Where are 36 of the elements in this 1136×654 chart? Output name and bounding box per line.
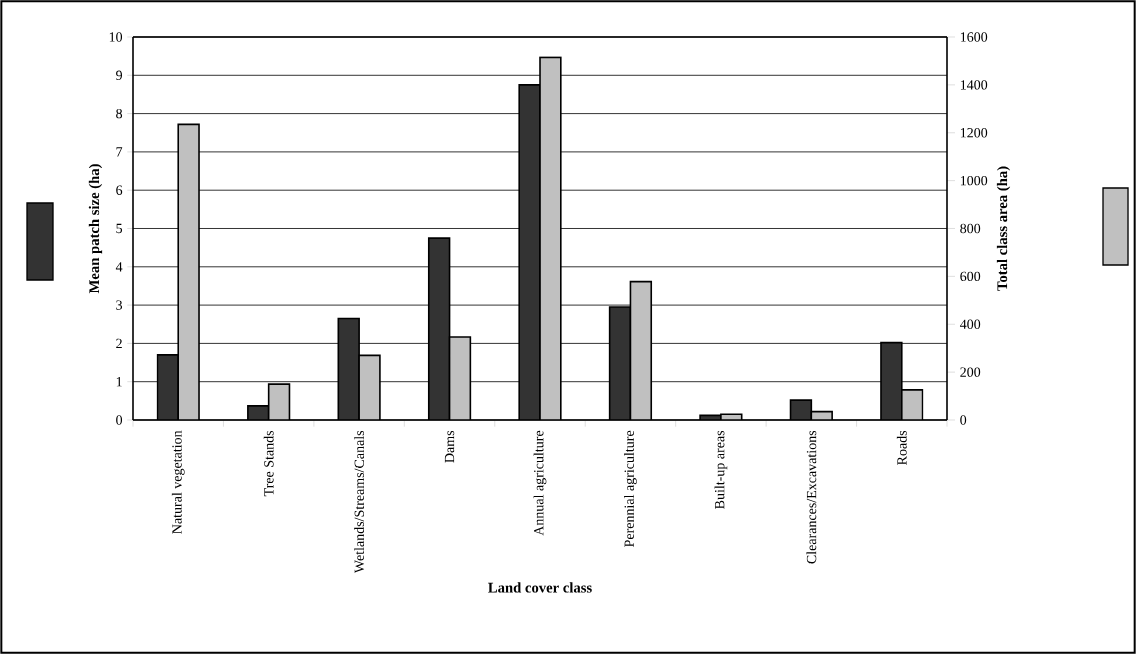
y2-tick-label: 200 [960, 367, 981, 377]
y-tick-label: 8 [116, 108, 123, 119]
x-tick-label: Wetlands/Streams/Canals [354, 430, 365, 574]
y2-tick-label: 0 [960, 415, 967, 425]
x-tick-label: Built-up areas [714, 430, 728, 509]
bar [268, 384, 290, 420]
y-tick-label: 2 [116, 338, 122, 349]
x-tick-label: Roads [896, 430, 907, 466]
y-tick-label: 4 [115, 262, 123, 272]
y2-tick-label: 1400 [960, 80, 988, 90]
x-axis-title: Land cover class [488, 582, 592, 593]
bar [880, 341, 903, 420]
y2-axis-title: Total class area (ha) [996, 166, 1011, 291]
y2-tick-label: 600 [960, 271, 981, 282]
y2-tick-label: 800 [960, 223, 981, 234]
y-tick-label: 10 [109, 32, 123, 42]
y2-tick-label: 400 [959, 319, 981, 329]
y-tick-label: 1 [116, 377, 122, 387]
y2-tick-label: 1200 [960, 128, 988, 138]
y-tick-label: 0 [116, 415, 123, 425]
y2-tick-label: 1600 [960, 32, 988, 42]
x-tick-label: Tree Stands [263, 430, 274, 497]
x-tick-label: Natural vegetation [171, 430, 185, 534]
x-tick-label: Perennial agriculture [624, 430, 637, 548]
y2-tick-label: 1000 [960, 175, 988, 186]
bar [178, 124, 200, 420]
x-tick-label: Clearances/Excavations [806, 430, 817, 564]
x-tick-label: Annual agriculture [533, 430, 547, 536]
y-tick-label: 7 [116, 147, 123, 157]
y-tick-label: 5 [116, 223, 123, 234]
y-axis-title: Mean patch size (ha) [88, 164, 103, 294]
y-tick-label: 6 [116, 185, 123, 195]
x-tick-label: Dams [444, 430, 455, 463]
y-tick-label: 9 [116, 70, 123, 81]
y-tick-label: 3 [116, 300, 123, 310]
bar [428, 238, 450, 420]
